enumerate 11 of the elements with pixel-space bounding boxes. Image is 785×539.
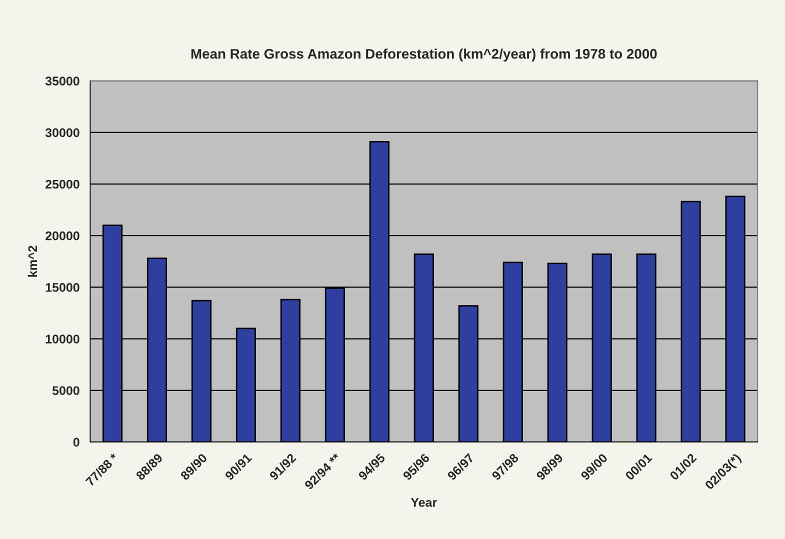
- y-tick-label: 5000: [52, 386, 80, 396]
- y-tick-label: 0: [73, 438, 80, 447]
- x-axis-title: Year: [410, 498, 437, 507]
- y-tick-label: 35000: [45, 76, 80, 86]
- y-tick-label: 15000: [46, 283, 80, 292]
- chart-title: Mean Rate Gross Amazon Deforestation (km^2/year) from 1978 to 2000: [191, 48, 657, 62]
- y-tick-label: 10000: [46, 334, 80, 344]
- y-tick-label: 20000: [46, 231, 80, 240]
- y-tick-label: 25000: [46, 180, 80, 189]
- y-tick-label: 30000: [45, 128, 80, 138]
- y-axis-title: km^2: [28, 246, 37, 277]
